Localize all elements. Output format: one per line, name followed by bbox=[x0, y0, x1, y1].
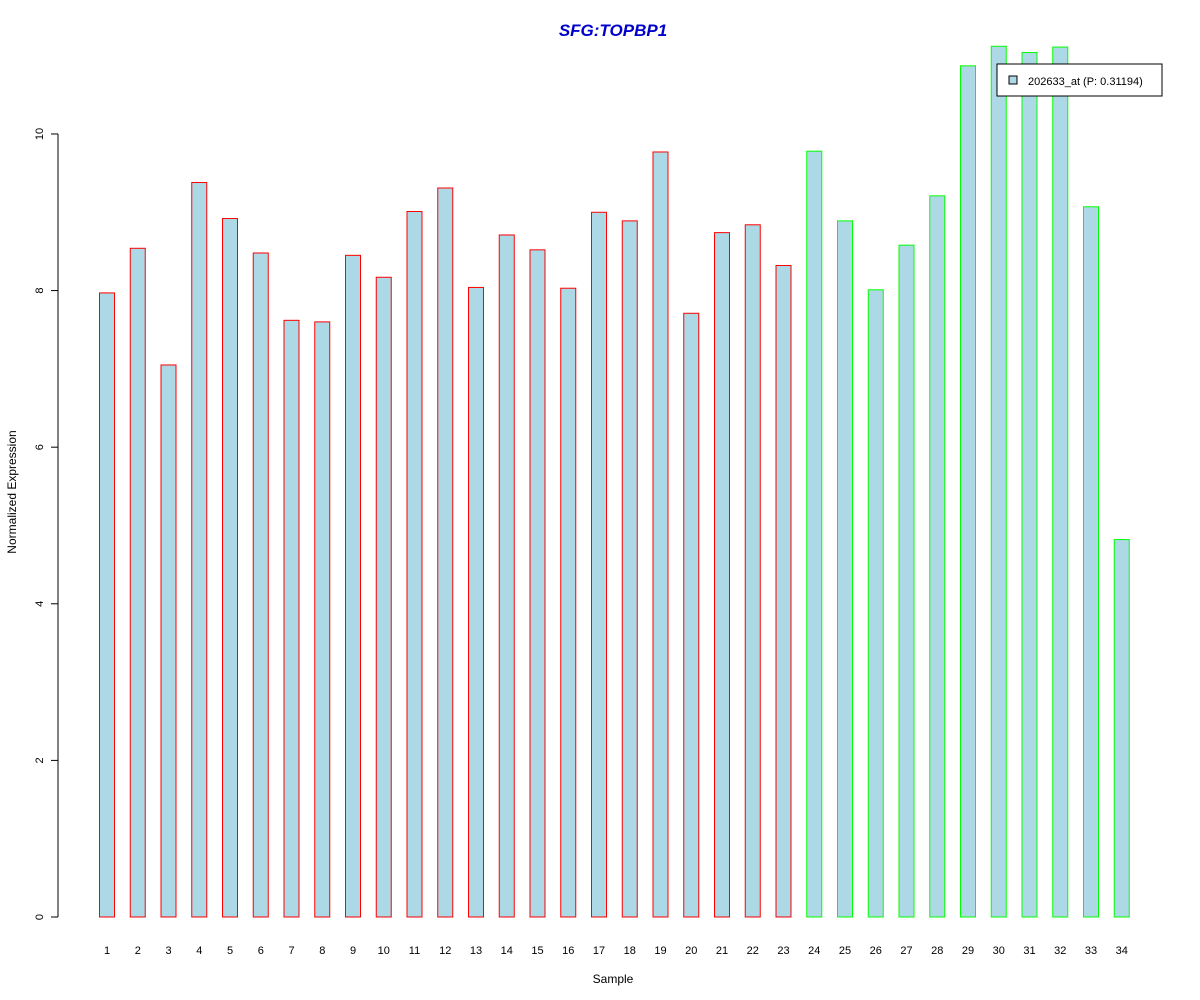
x-axis-label: Sample bbox=[593, 972, 634, 986]
x-tick-label: 14 bbox=[501, 945, 513, 957]
legend: 202633_at (P: 0.31194) bbox=[996, 63, 1163, 97]
bar-sample-18 bbox=[621, 220, 638, 918]
y-axis: 0 2 4 6 8 10 bbox=[34, 128, 59, 920]
x-tick-label: 17 bbox=[593, 945, 605, 957]
x-tick-label: 34 bbox=[1116, 945, 1128, 957]
x-tick-label: 27 bbox=[900, 945, 912, 957]
bar-sample-22 bbox=[744, 224, 761, 918]
bar-sample-6 bbox=[252, 252, 269, 918]
bar-sample-20 bbox=[683, 312, 700, 918]
x-tick-label: 7 bbox=[288, 945, 294, 957]
x-tick-label: 32 bbox=[1054, 945, 1066, 957]
x-tick-label: 3 bbox=[165, 945, 171, 957]
bar-sample-21 bbox=[714, 232, 730, 918]
bar-sample-8 bbox=[314, 321, 331, 918]
x-tick-label: 24 bbox=[808, 945, 820, 957]
bar-sample-13 bbox=[468, 286, 484, 918]
bar-sample-30 bbox=[990, 45, 1007, 918]
bar-sample-14 bbox=[498, 234, 515, 918]
x-tick-label: 9 bbox=[350, 945, 356, 957]
bar-sample-33 bbox=[1083, 206, 1099, 918]
bar-sample-12 bbox=[437, 187, 454, 918]
legend-box bbox=[996, 63, 1163, 97]
y-axis-label: Normalized Expression bbox=[5, 430, 19, 553]
y-tick-label: 6 bbox=[34, 444, 46, 450]
bar-sample-1 bbox=[99, 292, 115, 918]
x-tick-label: 5 bbox=[227, 945, 233, 957]
y-tick-label: 4 bbox=[34, 601, 46, 607]
x-tick-label: 1 bbox=[104, 945, 110, 957]
x-tick-label: 28 bbox=[931, 945, 943, 957]
bar-sample-26 bbox=[867, 289, 884, 918]
bars bbox=[99, 45, 1130, 918]
bar-sample-7 bbox=[283, 319, 300, 918]
x-tick-label: 21 bbox=[716, 945, 728, 957]
y-tick-label: 10 bbox=[34, 128, 46, 140]
bar-sample-31 bbox=[1021, 52, 1038, 918]
x-tick-label: 33 bbox=[1085, 945, 1097, 957]
x-tick-label: 13 bbox=[470, 945, 482, 957]
chart-title: SFG:TOPBP1 bbox=[559, 21, 667, 40]
bar-sample-15 bbox=[529, 249, 546, 918]
bar-sample-34 bbox=[1113, 539, 1130, 918]
bar-sample-29 bbox=[960, 65, 976, 918]
y-tick-label: 2 bbox=[34, 757, 46, 763]
x-tick-label: 26 bbox=[870, 945, 882, 957]
bar-sample-32 bbox=[1052, 46, 1069, 918]
x-tick-label: 29 bbox=[962, 945, 974, 957]
bar-sample-2 bbox=[129, 247, 146, 918]
x-tick-label: 6 bbox=[258, 945, 264, 957]
x-tick-label: 15 bbox=[531, 945, 543, 957]
legend-entry: 202633_at (P: 0.31194) bbox=[1028, 76, 1143, 88]
bar-sample-11 bbox=[406, 210, 423, 918]
bar-sample-16 bbox=[560, 287, 577, 918]
bar-sample-3 bbox=[160, 364, 177, 918]
x-tick-label: 12 bbox=[439, 945, 451, 957]
x-tick-label: 8 bbox=[319, 945, 325, 957]
bar-sample-27 bbox=[898, 244, 915, 918]
x-tick-label: 30 bbox=[993, 945, 1005, 957]
bar-sample-4 bbox=[191, 182, 208, 918]
bar-sample-28 bbox=[929, 195, 946, 918]
x-tick-label: 23 bbox=[777, 945, 789, 957]
bar-sample-23 bbox=[775, 265, 792, 918]
x-tick-labels: 1 2 3 4 5 6 7 8 9 10 11 12 13 14 15 16 17 18 19 20 21 22 23 24 2… bbox=[104, 945, 1128, 957]
y-tick-label: 0 bbox=[34, 914, 46, 920]
x-tick-label: 2 bbox=[135, 945, 141, 957]
x-tick-label: 22 bbox=[747, 945, 759, 957]
x-tick-label: 4 bbox=[196, 945, 202, 957]
bar-sample-25 bbox=[837, 220, 853, 918]
x-tick-label: 20 bbox=[685, 945, 697, 957]
x-tick-label: 25 bbox=[839, 945, 851, 957]
bar-sample-10 bbox=[375, 276, 392, 918]
bar-sample-19 bbox=[652, 151, 669, 918]
x-tick-label: 31 bbox=[1023, 945, 1035, 957]
bar-sample-5 bbox=[222, 218, 238, 918]
x-tick-label: 19 bbox=[654, 945, 666, 957]
x-tick-label: 11 bbox=[409, 945, 420, 957]
x-tick-label: 10 bbox=[378, 945, 390, 957]
bar-sample-24 bbox=[806, 150, 823, 918]
y-tick-label: 8 bbox=[34, 288, 46, 294]
bar-sample-17 bbox=[591, 211, 607, 918]
x-tick-label: 16 bbox=[562, 945, 574, 957]
legend-swatch bbox=[1008, 75, 1018, 85]
x-tick-label: 18 bbox=[624, 945, 636, 957]
bar-sample-9 bbox=[345, 254, 361, 918]
